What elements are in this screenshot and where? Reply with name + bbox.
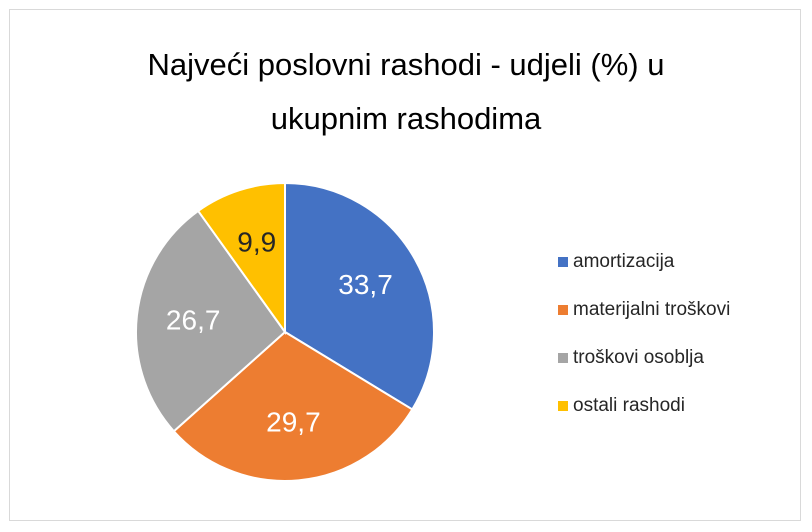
- chart-title: Najveći poslovni rashodi - udjeli (%) u …: [147, 47, 665, 136]
- pie-slice: [284, 181, 435, 411]
- legend-label: troškovi osoblja: [573, 347, 704, 368]
- legend-label: materijalni troškovi: [573, 299, 730, 320]
- legend-swatch: [558, 305, 568, 315]
- pie-slice: [172, 330, 414, 482]
- pie-slice: [135, 209, 287, 433]
- data-label: 9,9: [237, 226, 276, 257]
- legend-swatch: [558, 353, 568, 363]
- pie-slice: [196, 181, 286, 336]
- chart-frame: [9, 9, 801, 521]
- data-label: 29,7: [266, 406, 321, 437]
- legend-swatch: [558, 401, 568, 411]
- data-label: 26,7: [166, 304, 221, 335]
- legend-label: amortizacija: [573, 251, 675, 272]
- legend-label: ostali rashodi: [573, 395, 685, 416]
- data-label: 33,7: [338, 269, 393, 300]
- legend-swatch: [558, 257, 568, 267]
